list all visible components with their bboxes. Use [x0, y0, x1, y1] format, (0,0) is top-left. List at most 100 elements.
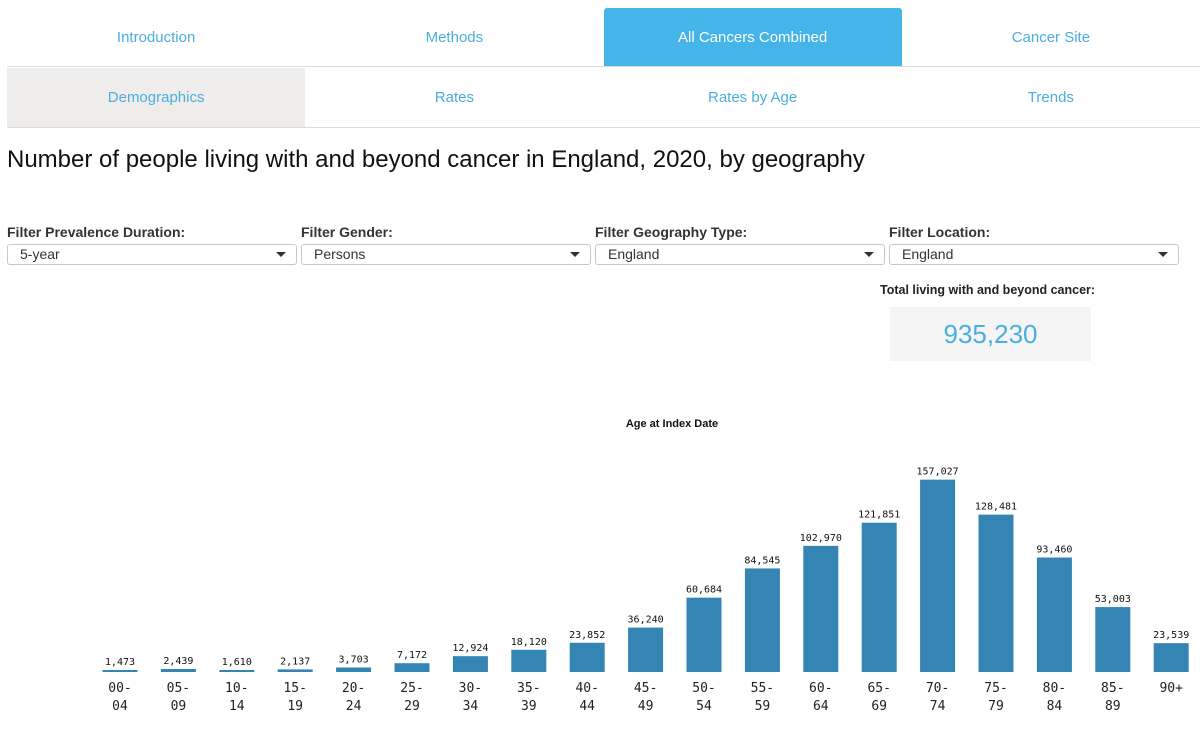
x-tick-label: 44	[579, 699, 595, 714]
bar-80-84[interactable]	[1036, 557, 1072, 672]
x-tick-label: 55-	[751, 681, 774, 696]
bar-55-59[interactable]	[744, 568, 780, 672]
bar-50-54[interactable]	[686, 597, 722, 672]
tab-introduction[interactable]: Introduction	[116, 28, 196, 46]
tab-trends[interactable]: Trends	[1027, 89, 1074, 106]
data-label: 60,684	[686, 585, 722, 596]
main-tab-bar: Introduction Methods All Cancers Combine…	[7, 8, 1200, 67]
select-value: Persons	[314, 246, 366, 262]
x-tick-label: 04	[112, 699, 128, 714]
x-tick-label: 89	[1105, 699, 1121, 714]
data-label: 2,439	[163, 656, 193, 667]
filter-label: Filter Geography Type:	[595, 224, 748, 240]
sub-tab-bar: Demographics Rates Rates by Age Trends	[7, 68, 1200, 128]
data-label: 23,852	[569, 630, 605, 641]
bar-25-29[interactable]	[394, 663, 430, 672]
data-label: 12,924	[452, 643, 488, 654]
x-tick-label: 09	[171, 699, 187, 714]
bar-75-79[interactable]	[978, 514, 1014, 672]
chart-title: Age at Index Date	[626, 418, 718, 430]
data-label: 102,970	[800, 533, 842, 544]
bar-05-09[interactable]	[160, 669, 196, 672]
total-value: 935,230	[890, 307, 1091, 361]
bar-15-19[interactable]	[277, 669, 313, 672]
data-label: 7,172	[397, 650, 427, 661]
x-tick-label: 50-	[692, 681, 715, 696]
filter-gender: Filter Gender: Persons	[301, 224, 591, 265]
x-tick-label: 80-	[1043, 681, 1066, 696]
tab-all-cancers-combined[interactable]: All Cancers Combined	[603, 8, 902, 66]
tab-methods[interactable]: Methods	[425, 28, 484, 46]
filter-panel: Filter Prevalence Duration: 5-year Filte…	[7, 224, 1187, 268]
data-label: 93,460	[1036, 545, 1072, 556]
x-tick-label: 70-	[926, 681, 949, 696]
tab-rates[interactable]: Rates	[434, 89, 474, 106]
select-value: England	[902, 246, 954, 262]
x-tick-label: 29	[404, 699, 420, 714]
bar-45-49[interactable]	[628, 627, 664, 672]
x-tick-label: 45-	[634, 681, 657, 696]
x-tick-label: 39	[521, 699, 537, 714]
bar-60-64[interactable]	[803, 545, 839, 672]
x-tick-label: 49	[638, 699, 654, 714]
age-bar-chart: Age at Index Date 1,473 00- 04 2,439 05- 09 1,6…	[102, 418, 1189, 714]
x-tick-label: 14	[229, 699, 245, 714]
x-tick-label: 90+	[1159, 681, 1183, 696]
filter-geography-type: Filter Geography Type: England	[595, 224, 885, 265]
x-tick-label: 75-	[984, 681, 1007, 696]
x-tick-label: 64	[813, 699, 829, 714]
bar-90+[interactable]	[1153, 643, 1189, 672]
tab-demographics[interactable]: Demographics	[7, 68, 306, 127]
data-label: 128,481	[975, 502, 1017, 513]
bar-35-39[interactable]	[511, 649, 547, 672]
filter-prevalence-duration: Filter Prevalence Duration: 5-year	[7, 224, 297, 265]
data-label: 121,851	[858, 510, 900, 521]
x-tick-label: 10-	[225, 681, 248, 696]
tab-cancer-site[interactable]: Cancer Site	[1011, 28, 1091, 46]
x-tick-label: 60-	[809, 681, 832, 696]
data-label: 53,003	[1095, 594, 1131, 605]
data-label: 3,703	[339, 654, 369, 665]
x-tick-label: 59	[755, 699, 771, 714]
bar-00-04[interactable]	[102, 670, 138, 672]
x-tick-label: 20-	[342, 681, 365, 696]
caret-down-icon	[1158, 252, 1168, 257]
bar-40-44[interactable]	[569, 642, 605, 672]
x-tick-label: 24	[346, 699, 362, 714]
data-label: 18,120	[511, 637, 547, 648]
x-tick-label: 74	[930, 699, 946, 714]
x-tick-label: 25-	[400, 681, 423, 696]
caret-down-icon	[570, 252, 580, 257]
x-tick-label: 85-	[1101, 681, 1124, 696]
gender-select[interactable]: Persons	[301, 244, 591, 265]
bar-85-89[interactable]	[1095, 607, 1131, 672]
location-select[interactable]: England	[889, 244, 1179, 265]
x-tick-label: 00-	[108, 681, 131, 696]
x-tick-label: 35-	[517, 681, 540, 696]
data-label: 23,539	[1153, 630, 1189, 641]
bar-10-14[interactable]	[219, 670, 255, 672]
bar-20-24[interactable]	[336, 667, 372, 672]
bar-70-74[interactable]	[920, 479, 956, 672]
caret-down-icon	[276, 252, 286, 257]
caret-down-icon	[864, 252, 874, 257]
geography-type-select[interactable]: England	[595, 244, 885, 265]
bar-30-34[interactable]	[452, 656, 488, 672]
x-tick-label: 79	[988, 699, 1004, 714]
data-label: 157,027	[917, 467, 959, 478]
tab-rates-by-age[interactable]: Rates by Age	[708, 89, 798, 106]
x-tick-label: 15-	[283, 681, 306, 696]
filter-location: Filter Location: England	[889, 224, 1179, 265]
filter-label: Filter Prevalence Duration:	[7, 224, 186, 240]
data-label: 2,137	[280, 656, 310, 667]
x-tick-label: 30-	[459, 681, 482, 696]
x-tick-label: 84	[1047, 699, 1063, 714]
x-tick-label: 65-	[867, 681, 890, 696]
data-label: 84,545	[744, 555, 780, 566]
page-title: Number of people living with and beyond …	[7, 146, 865, 173]
bar-65-69[interactable]	[861, 522, 897, 672]
prevalence-duration-select[interactable]: 5-year	[7, 244, 297, 265]
data-label: 36,240	[628, 615, 664, 626]
select-value: 5-year	[20, 246, 60, 262]
x-tick-label: 69	[871, 699, 887, 714]
